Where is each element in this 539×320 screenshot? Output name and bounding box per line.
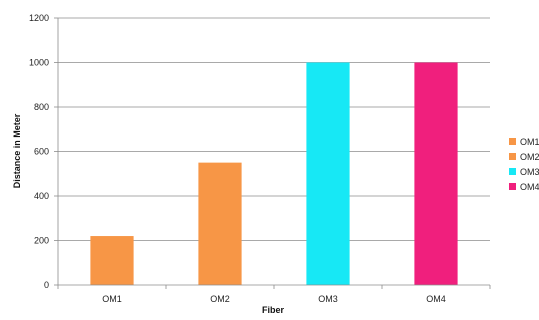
legend: OM1 OM2 OM3 OM4 bbox=[509, 134, 539, 194]
y-tick-label: 1000 bbox=[29, 58, 49, 68]
bar-om1 bbox=[90, 236, 134, 285]
legend-swatch bbox=[509, 138, 516, 145]
legend-item-om1: OM1 bbox=[509, 134, 539, 149]
y-tick-label: 400 bbox=[34, 191, 49, 201]
bar-om4 bbox=[414, 62, 458, 285]
x-axis-title: Fiber bbox=[262, 305, 285, 315]
y-tick-label: 200 bbox=[34, 236, 49, 246]
legend-swatch bbox=[509, 153, 516, 160]
x-tick-label: OM1 bbox=[102, 294, 122, 304]
legend-item-om2: OM2 bbox=[509, 149, 539, 164]
x-tick-label: OM4 bbox=[426, 294, 446, 304]
y-tick-label: 800 bbox=[34, 102, 49, 112]
bar-om3 bbox=[306, 62, 350, 285]
legend-swatch bbox=[509, 168, 516, 175]
y-tick-label: 0 bbox=[44, 280, 49, 290]
legend-label: OM4 bbox=[520, 181, 539, 192]
y-tick-label: 1200 bbox=[29, 13, 49, 23]
y-tick-label: 600 bbox=[34, 147, 49, 157]
x-tick-labels: OM1 OM2 OM3 OM4 bbox=[102, 294, 446, 304]
x-tick-label: OM2 bbox=[210, 294, 230, 304]
legend-item-om3: OM3 bbox=[509, 164, 539, 179]
legend-swatch bbox=[509, 183, 516, 190]
bar-om2 bbox=[198, 162, 242, 285]
axes bbox=[57, 18, 490, 286]
legend-item-om4: OM4 bbox=[509, 179, 539, 194]
legend-label: OM1 bbox=[520, 136, 539, 147]
y-axis-title: Distance in Meter bbox=[12, 113, 22, 188]
legend-label: OM3 bbox=[520, 166, 539, 177]
bars bbox=[90, 62, 458, 285]
x-tick-label: OM3 bbox=[318, 294, 338, 304]
legend-label: OM2 bbox=[520, 151, 539, 162]
y-tick-labels: 0 200 400 600 800 1000 1200 bbox=[29, 13, 49, 290]
